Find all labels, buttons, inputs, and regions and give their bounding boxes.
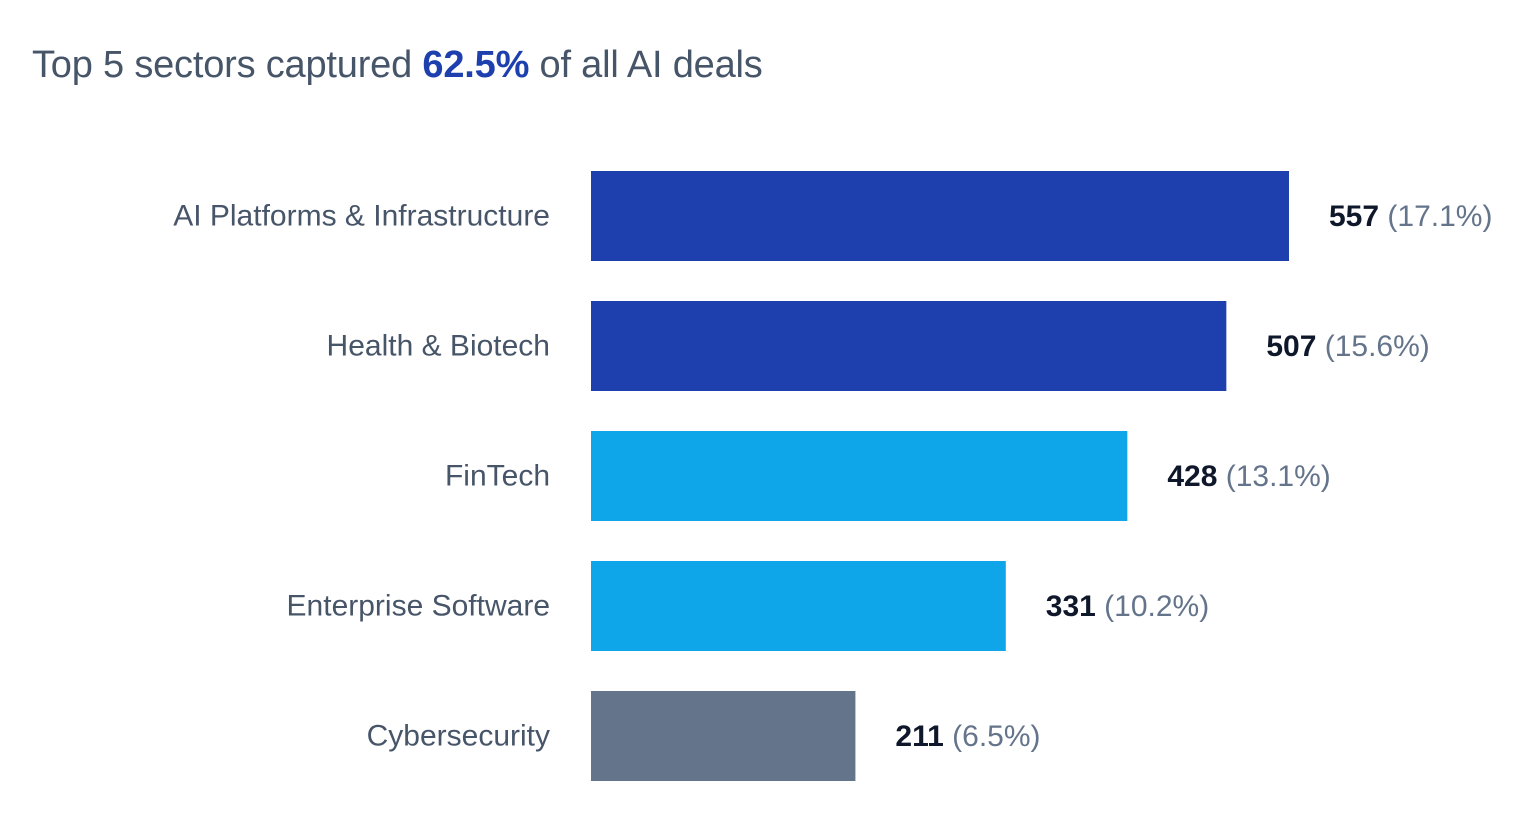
value-label: 331 (10.2%): [1046, 590, 1209, 623]
value-percent: (10.2%): [1096, 590, 1209, 623]
value-percent: (15.6%): [1316, 330, 1429, 363]
category-label: Cybersecurity: [367, 720, 550, 753]
chart-title: Top 5 sectors captured 62.5% of all AI d…: [32, 44, 763, 87]
bar: [591, 171, 1289, 261]
value-percent: (6.5%): [944, 720, 1041, 753]
value-number: 557: [1329, 200, 1379, 233]
title-prefix: Top 5 sectors captured: [32, 44, 423, 86]
category-label: Enterprise Software: [287, 590, 550, 623]
bar: [591, 301, 1227, 391]
value-percent: (17.1%): [1379, 200, 1492, 233]
category-label: Health & Biotech: [327, 330, 550, 363]
title-highlight: 62.5%: [422, 44, 530, 86]
bar: [591, 691, 856, 781]
bar: [591, 431, 1128, 521]
value-number: 507: [1266, 330, 1316, 363]
value-label: 211 (6.5%): [895, 720, 1040, 753]
category-label: AI Platforms & Infrastructure: [173, 200, 550, 233]
value-label: 428 (13.1%): [1167, 460, 1330, 493]
value-label: 557 (17.1%): [1329, 200, 1492, 233]
title-suffix: of all AI deals: [529, 44, 763, 86]
value-number: 211: [895, 720, 943, 753]
value-percent: (13.1%): [1217, 460, 1330, 493]
value-number: 331: [1046, 590, 1096, 623]
category-label: FinTech: [445, 460, 550, 493]
value-label: 507 (15.6%): [1266, 330, 1429, 363]
value-number: 428: [1167, 460, 1217, 493]
bar: [591, 561, 1006, 651]
